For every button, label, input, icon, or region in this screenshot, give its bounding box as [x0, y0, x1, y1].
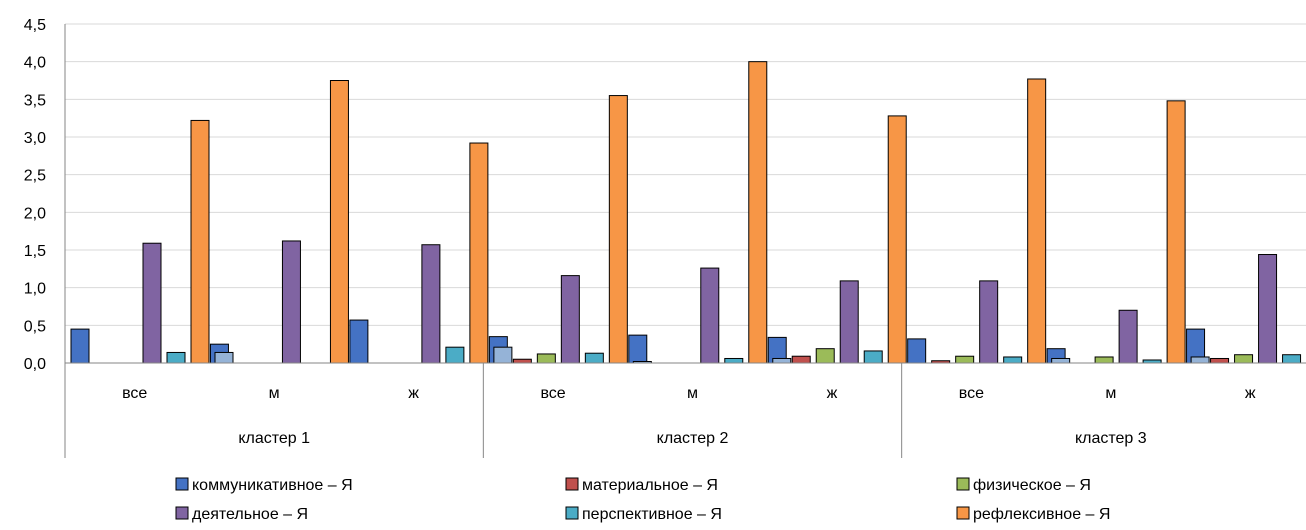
x-category-label: м	[269, 385, 280, 402]
bar	[628, 334, 648, 364]
bar	[493, 346, 513, 364]
bar	[863, 350, 883, 364]
x-category-label: м	[1105, 385, 1116, 402]
bar	[1027, 78, 1047, 364]
y-tick-label: 0,5	[24, 318, 46, 335]
bar	[791, 355, 811, 364]
bar	[329, 80, 349, 364]
legend-label: материальное – Я	[582, 477, 718, 494]
bar	[1118, 309, 1138, 364]
bar	[142, 242, 162, 364]
y-tick-label: 1,5	[24, 243, 46, 260]
bar	[1051, 357, 1071, 364]
bar	[979, 280, 999, 364]
bar	[1003, 356, 1023, 364]
legend-label: деятельное – Я	[192, 506, 308, 523]
bar	[1166, 100, 1186, 364]
y-tick-label: 2,5	[24, 168, 46, 185]
legend-swatch	[956, 477, 970, 491]
bars	[70, 61, 1302, 364]
legend-label: физическое – Я	[973, 477, 1091, 494]
legend-swatch	[565, 506, 579, 520]
x-category-label: ж	[827, 385, 838, 402]
legend-swatch	[956, 506, 970, 520]
legend-swatch	[565, 477, 579, 491]
y-tick-label: 3,5	[24, 92, 46, 109]
x-category-label: все	[122, 385, 147, 402]
legend-swatch	[175, 506, 189, 520]
bar	[1282, 354, 1302, 364]
y-axis-ticks: 0,0 0,5 1,0 1,5 2,0 2,5 3,0 3,5 4,0 4,5	[24, 17, 46, 373]
group-label: кластер 2	[657, 430, 729, 447]
bar	[839, 280, 859, 364]
y-tick-label: 2,0	[24, 205, 46, 222]
bar	[469, 142, 489, 364]
bar	[584, 352, 604, 364]
bar	[1210, 357, 1230, 364]
y-tick-label: 1,0	[24, 281, 46, 298]
bar	[214, 351, 234, 364]
bar	[724, 357, 744, 364]
y-tick-label: 0,0	[24, 356, 46, 373]
bar	[608, 95, 628, 364]
bar	[281, 240, 301, 364]
bar	[772, 357, 792, 364]
bar	[1258, 254, 1278, 364]
bar	[955, 355, 975, 364]
bar	[700, 267, 720, 364]
legend-label: перспективное – Я	[582, 506, 722, 523]
axes	[64, 24, 1306, 458]
bar	[907, 338, 927, 364]
y-tick-label: 3,0	[24, 130, 46, 147]
category-labels: все м ж кластер 1 все м ж кластер 2 все м ж кластер…	[122, 385, 1256, 447]
bar	[1234, 354, 1254, 364]
group-label: кластер 3	[1075, 430, 1147, 447]
bar	[349, 319, 369, 364]
y-tick-label: 4,0	[24, 55, 46, 72]
bar	[560, 275, 580, 364]
bar	[1190, 356, 1210, 364]
bar	[70, 328, 90, 364]
group-label: кластер 1	[238, 430, 310, 447]
legend-label: рефлексивное – Я	[973, 506, 1110, 523]
x-category-label: все	[540, 385, 565, 402]
legend-label: коммуникативное – Я	[192, 477, 353, 494]
legend-swatch	[175, 477, 189, 491]
bar	[190, 119, 210, 364]
x-category-label: ж	[1245, 385, 1256, 402]
bar	[536, 353, 556, 364]
bar	[1094, 356, 1114, 364]
bar	[512, 358, 532, 364]
bar	[887, 115, 907, 364]
bar	[815, 348, 835, 364]
x-category-label: все	[959, 385, 984, 402]
legend: коммуникативное – Я материальное – Я физич…	[175, 477, 1110, 523]
gridlines	[65, 23, 1306, 326]
bar	[445, 346, 465, 364]
bar	[421, 244, 441, 364]
bar	[748, 61, 768, 364]
x-category-label: ж	[408, 385, 419, 402]
y-tick-label: 4,5	[24, 17, 46, 34]
bar	[166, 351, 186, 364]
x-category-label: м	[687, 385, 698, 402]
